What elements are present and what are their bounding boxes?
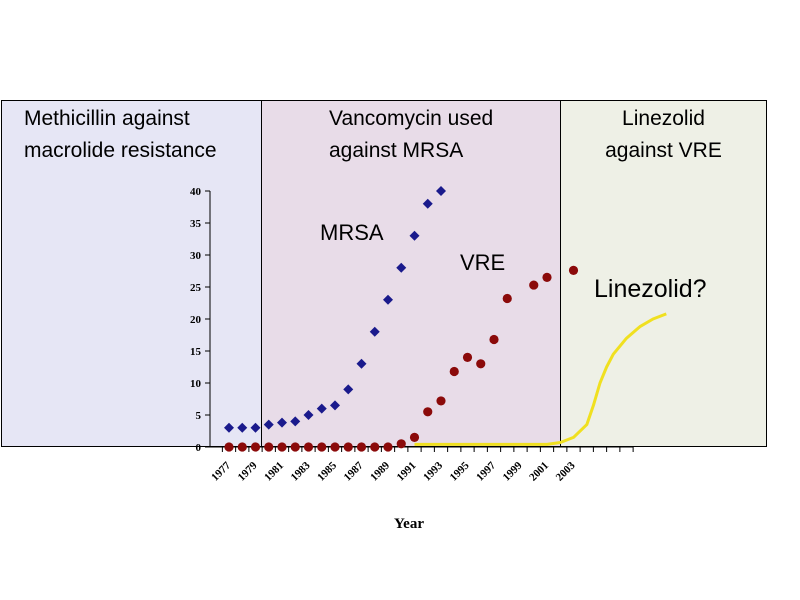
era-label-vancomycin-line1: Vancomycin used (329, 107, 494, 130)
point-vre-1980 (264, 442, 274, 452)
era-label-methicillin: Methicillin against macrolide resistance (24, 103, 217, 167)
point-mrsa-1984 (316, 403, 327, 414)
y-tick-label-0: 0 (196, 442, 202, 454)
point-vre-1977 (224, 442, 234, 452)
x-tick-label-1985: 1985 (315, 459, 339, 483)
x-tick-label-1995: 1995 (448, 459, 472, 483)
series-line-linezolid (414, 312, 667, 446)
x-tick-label-1993: 1993 (421, 459, 445, 483)
point-mrsa-1982 (290, 416, 301, 427)
y-tick-label-15: 15 (190, 346, 202, 358)
era-label-linezolid: Linezolid against VRE (560, 103, 767, 167)
x-tick-label-1991: 1991 (395, 460, 419, 484)
y-tick-label-10: 10 (190, 378, 202, 390)
era-label-linezolid-line1: Linezolid (622, 107, 705, 130)
point-vre-1998 (502, 293, 512, 304)
point-mrsa-1977 (224, 422, 234, 433)
point-mrsa-1985 (330, 400, 340, 411)
point-vre-2003 (568, 265, 579, 275)
era-label-methicillin-line2: macrolide resistance (24, 139, 217, 162)
y-tick-label-25: 25 (190, 282, 202, 294)
point-vre-1991 (409, 432, 420, 442)
era-label-vancomycin: Vancomycin used against MRSA (329, 103, 493, 167)
point-mrsa-1981 (277, 417, 287, 428)
point-vre-1997 (489, 334, 499, 345)
era-panel-vancomycin (261, 100, 561, 447)
y-tick-label-40: 40 (190, 186, 202, 198)
era-panel-linezolid (560, 100, 767, 447)
linezolid-annotation: Linezolid? (594, 275, 707, 303)
point-mrsa-1983 (303, 410, 314, 420)
point-mrsa-1980 (263, 419, 274, 430)
x-tick-label-1983: 1983 (289, 459, 313, 483)
point-mrsa-1979 (250, 422, 261, 433)
x-tick-label-1979: 1979 (236, 459, 260, 483)
x-tick-label-2001: 2001 (527, 460, 551, 484)
y-tick-label-35: 35 (190, 218, 202, 230)
point-vre-1992 (423, 407, 433, 417)
point-mrsa-1991 (409, 230, 420, 241)
chart-marks (224, 186, 667, 452)
x-tick-label-1981: 1981 (262, 460, 286, 484)
point-mrsa-1992 (422, 198, 433, 209)
point-vre-1983 (303, 442, 314, 452)
point-vre-1979 (250, 442, 261, 452)
x-tick-label-1989: 1989 (368, 459, 392, 483)
y-tick-label-30: 30 (190, 250, 202, 262)
point-vre-1993 (436, 396, 446, 406)
x-tick-label-1999: 1999 (501, 459, 525, 483)
point-mrsa-1989 (383, 294, 393, 305)
era-panel-methicillin (1, 100, 262, 447)
point-vre-1981 (277, 442, 287, 452)
point-mrsa-1987 (356, 358, 367, 369)
era-label-vancomycin-line2: against MRSA (329, 139, 464, 162)
point-vre-1984 (317, 442, 327, 452)
x-tick-label-2003: 2003 (554, 459, 578, 483)
point-vre-1987 (356, 442, 367, 452)
point-vre-2000 (529, 280, 539, 290)
chart-axes (209, 191, 634, 448)
point-mrsa-1978 (237, 422, 248, 433)
point-mrsa-1990 (396, 262, 407, 273)
point-vre-1994 (449, 366, 459, 377)
point-vre-1986 (343, 442, 353, 452)
point-mrsa-1986 (343, 384, 354, 395)
point-vre-1978 (237, 442, 247, 452)
point-vre-1982 (290, 442, 300, 452)
era-label-methicillin-line1: Methicillin against (24, 107, 190, 130)
y-tick-label-5: 5 (196, 410, 202, 422)
x-tick-label-1987: 1987 (342, 459, 366, 483)
y-tick-label-20: 20 (190, 314, 202, 326)
point-mrsa-1993 (436, 186, 446, 196)
point-mrsa-1988 (369, 326, 380, 337)
point-vre-2001 (542, 272, 552, 282)
x-tick-label-1997: 1997 (474, 459, 498, 483)
point-vre-1995 (462, 352, 473, 362)
point-vre-1990 (396, 439, 406, 449)
series-label-mrsa: MRSA (320, 220, 384, 245)
era-label-linezolid-line2: against VRE (605, 139, 722, 162)
point-vre-1988 (370, 442, 380, 452)
point-vre-1989 (383, 442, 393, 452)
x-axis-label: Year (394, 516, 424, 532)
series-label-vre: VRE (460, 250, 505, 275)
point-vre-1985 (330, 442, 340, 452)
point-vre-1996 (476, 359, 486, 369)
x-tick-label-1977: 1977 (209, 459, 233, 483)
